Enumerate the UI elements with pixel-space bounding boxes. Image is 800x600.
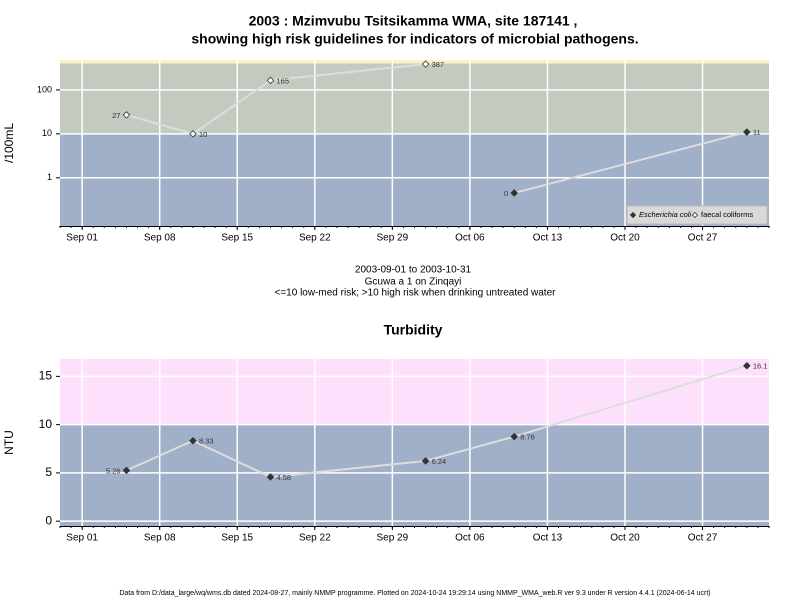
x-tick-label: Sep 29	[376, 533, 408, 544]
data-label: 0	[504, 189, 508, 198]
x-tick-label: Oct 27	[688, 533, 718, 544]
data-label: 5.26	[106, 466, 121, 475]
footer: Data from D:/data_large/wq/wms.db dated …	[119, 590, 710, 597]
marker	[510, 432, 518, 441]
x-tick-label: Sep 15	[221, 533, 253, 544]
x-tick-label: Sep 29	[376, 233, 408, 244]
x-tick-label: Sep 22	[299, 533, 331, 544]
x-tick-label: Oct 20	[610, 233, 640, 244]
legend-marker	[691, 211, 699, 219]
marker	[189, 436, 197, 445]
data-label: 387	[432, 60, 445, 69]
marker	[743, 361, 751, 370]
y-tick-label: 10	[42, 128, 52, 138]
marker	[122, 111, 131, 119]
y-axis-label: /100mL	[2, 123, 16, 163]
series-line	[126, 364, 748, 478]
x-tick-label: Sep 22	[299, 233, 331, 244]
data-label: 11	[753, 128, 761, 137]
y-tick-label: 0	[45, 513, 52, 527]
risk-band	[60, 63, 769, 134]
data-label: 165	[276, 76, 289, 85]
legend-label: Escherichia coli	[639, 210, 691, 219]
y-axis-label: NTU	[2, 430, 16, 455]
x-tick-label: Sep 01	[66, 533, 98, 544]
data-label: 4.58	[276, 473, 291, 482]
x-tick-label: Oct 06	[455, 533, 485, 544]
data-label: 6.24	[432, 457, 447, 466]
marker	[510, 189, 518, 197]
y-tick-label: 10	[39, 417, 53, 431]
x-tick-label: Sep 15	[221, 233, 253, 244]
series-line	[126, 63, 426, 135]
x-tick-label: Oct 27	[688, 233, 718, 244]
marker	[189, 130, 197, 138]
subtitle: 2003-09-01 to 2003-10-31	[355, 265, 472, 276]
risk-band	[60, 60, 769, 64]
subtitle: <=10 low-med risk; >10 high risk when dr…	[275, 288, 557, 299]
y-tick-label: 1	[47, 172, 52, 182]
y-tick-label: 100	[37, 84, 52, 94]
x-tick-label: Oct 06	[455, 233, 485, 244]
data-label: 8.76	[520, 433, 535, 442]
x-tick-label: Oct 13	[533, 233, 563, 244]
marker	[421, 60, 430, 68]
risk-band	[60, 359, 769, 425]
data-label: 8.33	[199, 437, 214, 446]
data-label: 16.1	[753, 362, 768, 371]
data-label: 27	[112, 111, 120, 120]
data-label: 10	[199, 130, 207, 139]
x-tick-label: Sep 08	[144, 533, 176, 544]
risk-band	[60, 424, 769, 526]
marker	[122, 466, 131, 475]
chart-title: showing high risk guidelines for indicat…	[191, 31, 638, 47]
marker	[266, 76, 275, 85]
x-tick-label: Oct 13	[533, 533, 563, 544]
chart-title: Turbidity	[384, 322, 443, 338]
subtitle: Gcuwa a 1 on Zinqayi	[365, 277, 462, 288]
y-tick-label: 15	[39, 369, 53, 383]
series-line	[513, 131, 748, 195]
x-tick-label: Sep 08	[144, 233, 176, 244]
marker	[266, 473, 275, 481]
y-tick-label: 5	[45, 465, 52, 479]
legend-label: faecal coliforms	[701, 210, 753, 219]
x-tick-label: Oct 20	[610, 533, 640, 544]
legend-marker	[629, 211, 637, 219]
x-tick-label: Sep 01	[66, 233, 98, 244]
marker	[743, 128, 751, 136]
marker	[421, 457, 430, 465]
chart-title: 2003 : Mzimvubu Tsitsikamma WMA, site 18…	[249, 13, 578, 29]
